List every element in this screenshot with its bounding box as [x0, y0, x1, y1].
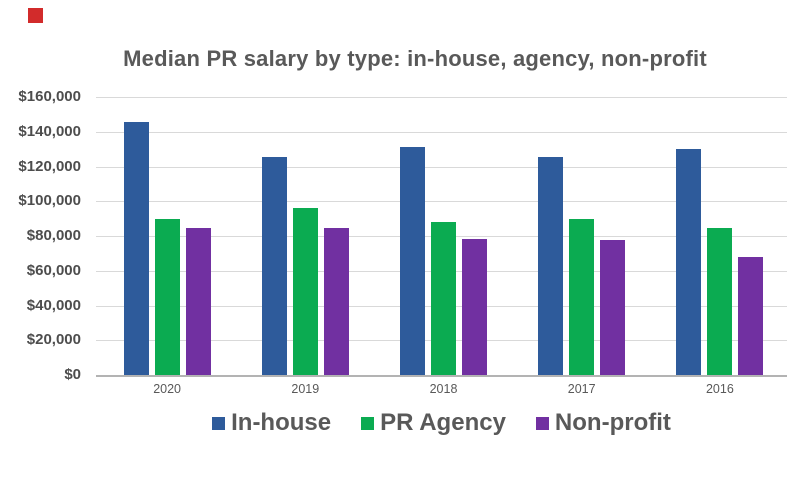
y-axis-tick-label: $100,000 — [18, 192, 81, 210]
bar-in-house-2018 — [400, 146, 425, 375]
legend-item-pr-agency: PR Agency — [361, 409, 506, 437]
bar-pr-agency-2019 — [292, 208, 318, 375]
chart-title: Median PR salary by type: in-house, agen… — [123, 46, 707, 71]
gridline — [96, 201, 787, 203]
gridline — [96, 166, 787, 168]
bar-in-house-2019 — [261, 156, 287, 375]
bar-pr-agency-2017 — [569, 218, 595, 375]
x-axis-label-2017: 2017 — [567, 382, 596, 396]
legend-marker-icon — [535, 416, 549, 430]
bar-in-house-2016 — [676, 149, 702, 375]
y-axis-tick-label: $60,000 — [26, 261, 81, 279]
bar-in-house-2017 — [538, 156, 564, 375]
legend-label: Non-profit — [554, 409, 671, 436]
bar-non-profit-2019 — [323, 228, 349, 375]
legend-marker-icon — [212, 416, 226, 430]
x-axis-label-2016: 2016 — [705, 382, 734, 396]
y-axis-tick-label: $20,000 — [26, 331, 81, 349]
y-axis-tick-label: $80,000 — [26, 227, 81, 244]
legend-label: PR Agency — [380, 409, 506, 436]
red-square-logo — [28, 8, 43, 23]
gridline — [96, 97, 787, 98]
bar-non-profit-2018 — [462, 239, 487, 375]
legend: In-house PR Agency Non-profit — [96, 408, 787, 438]
legend-item-non-profit: Non-profit — [535, 409, 671, 437]
x-axis-label-2019: 2019 — [291, 382, 320, 396]
x-axis-label-2018: 2018 — [429, 382, 458, 396]
y-axis-tick-label: $120,000 — [18, 157, 81, 175]
x-axis-line — [96, 375, 787, 377]
y-axis-tick-label: $160,000 — [18, 88, 81, 105]
legend-label: In-house — [231, 409, 332, 436]
bar-pr-agency-2018 — [431, 222, 456, 375]
y-axis-tick-label: $140,000 — [18, 122, 81, 140]
bar-pr-agency-2020 — [154, 218, 180, 375]
legend-item-in-house: In-house — [212, 409, 331, 437]
y-axis-tick-label: $40,000 — [26, 296, 81, 314]
bar-non-profit-2016 — [738, 256, 764, 375]
bar-non-profit-2020 — [185, 228, 211, 375]
bar-in-house-2020 — [123, 122, 149, 375]
x-axis-label-2020: 2020 — [153, 382, 181, 396]
bar-non-profit-2017 — [600, 240, 626, 375]
bar-pr-agency-2016 — [707, 228, 733, 375]
legend-marker-icon — [361, 416, 375, 430]
y-axis-tick-label: $0 — [64, 366, 81, 383]
gridline — [96, 131, 787, 133]
